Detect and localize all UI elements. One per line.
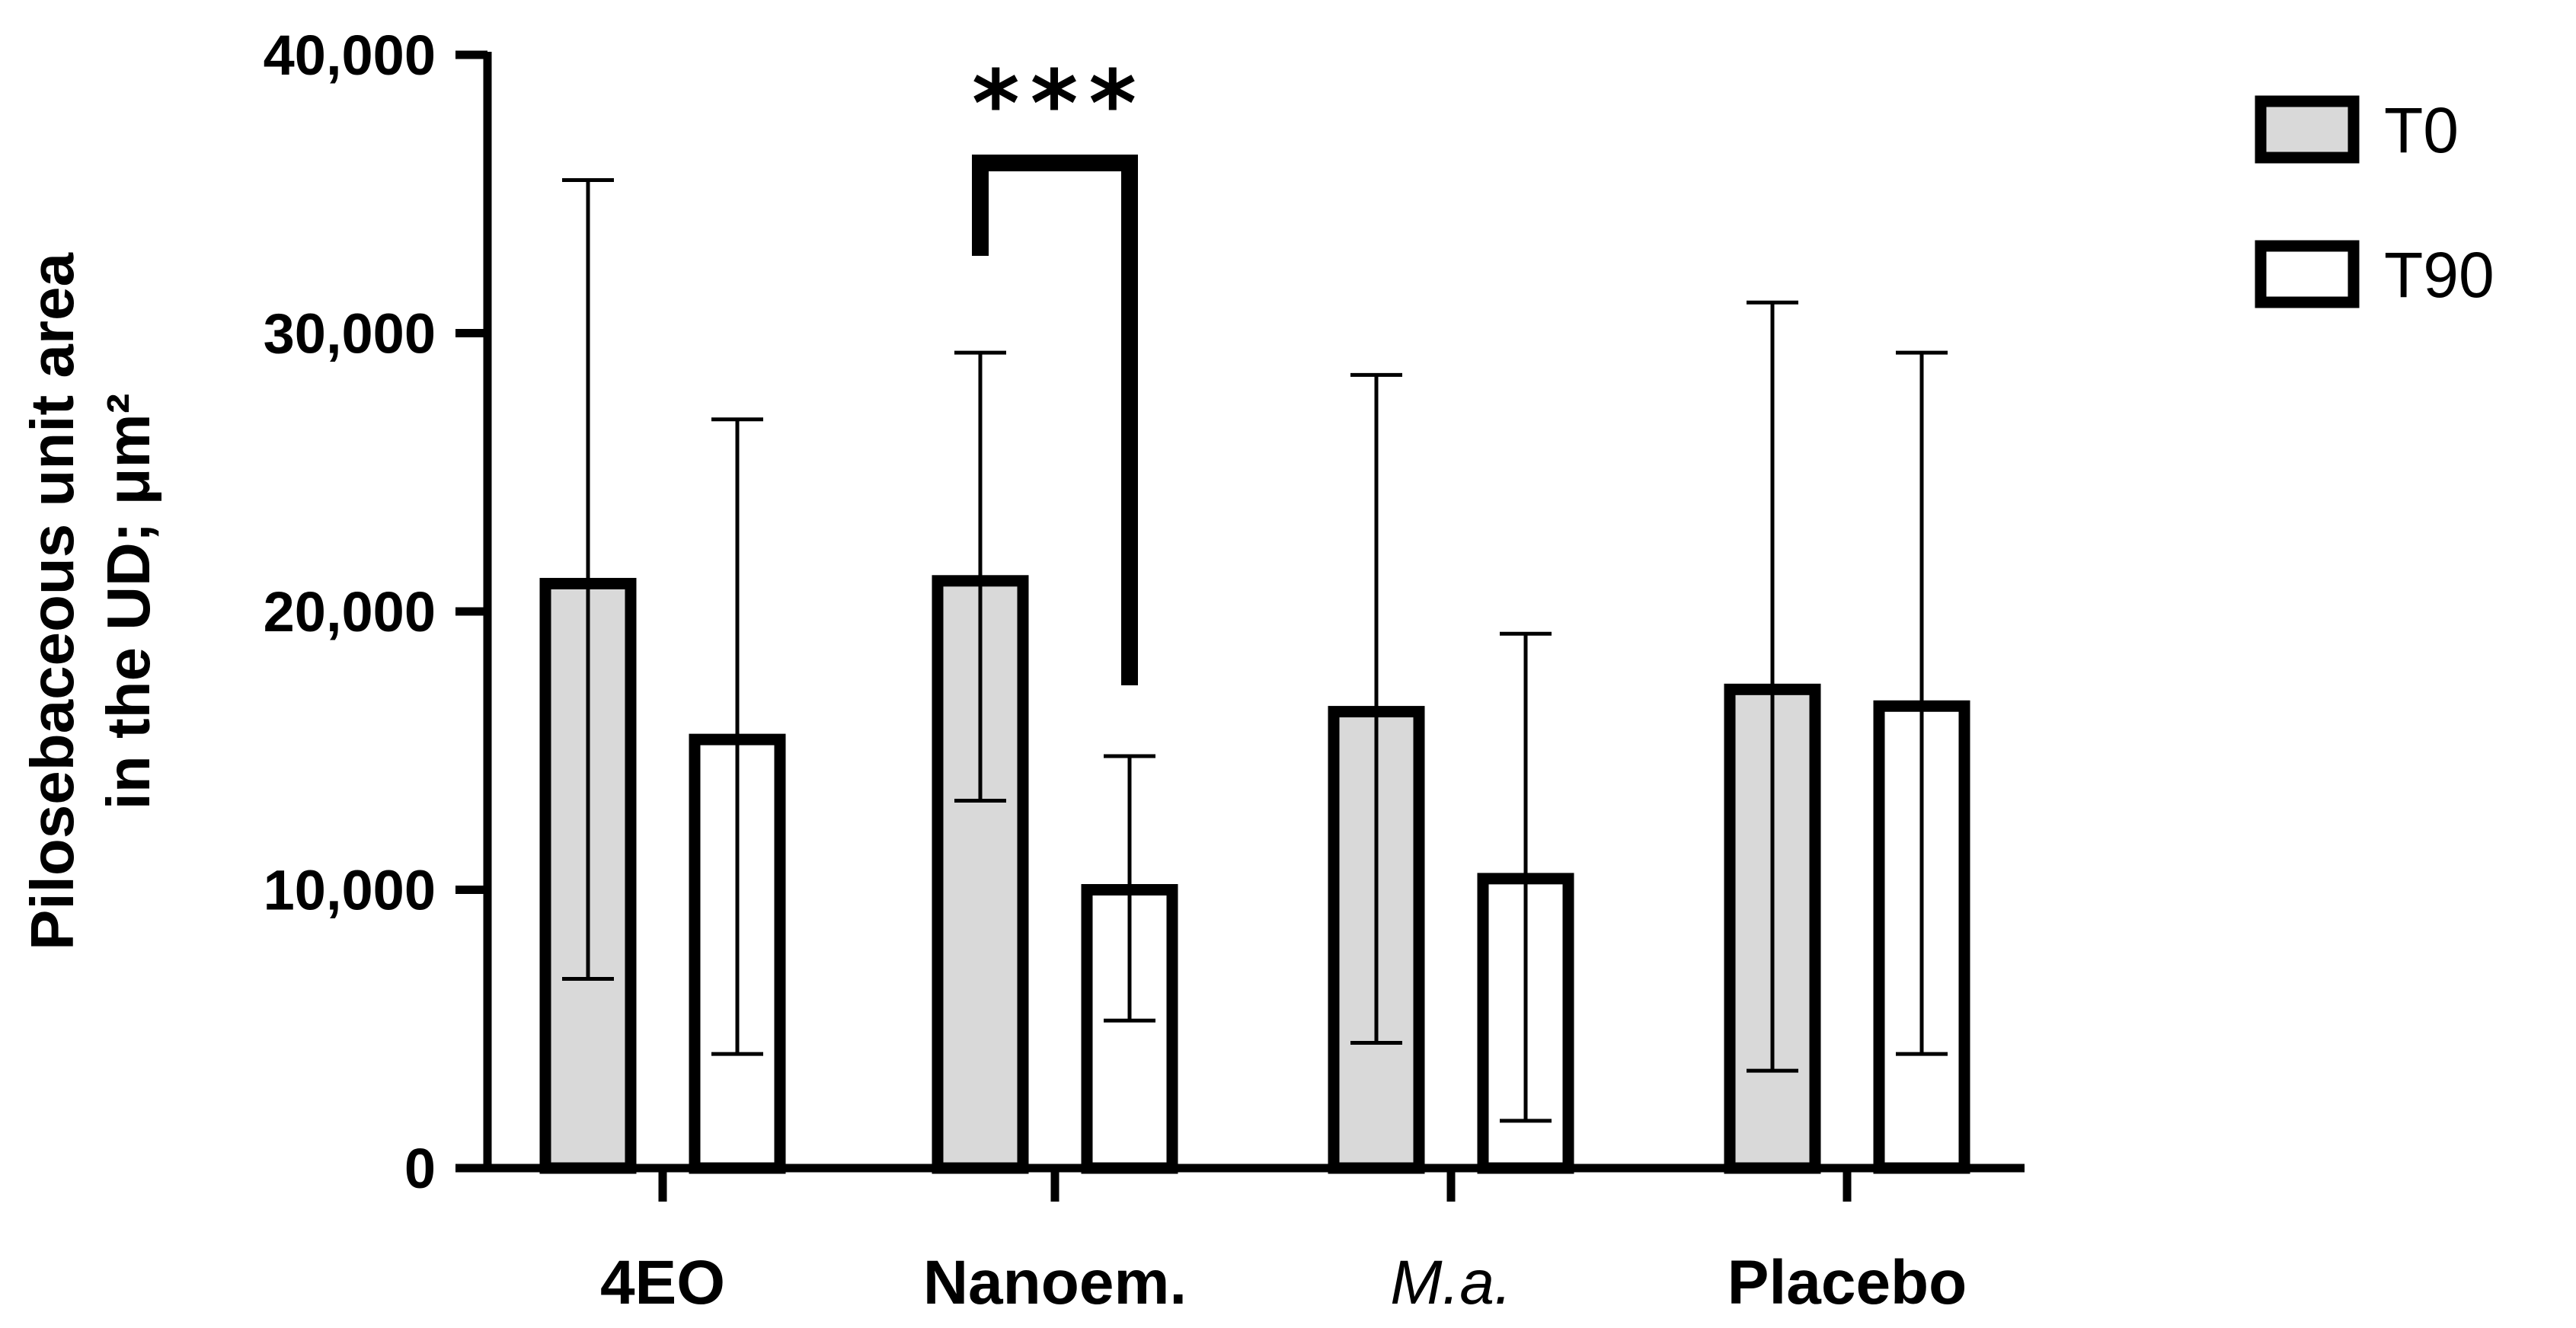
x-category-label: M.a. xyxy=(1390,1248,1511,1317)
y-tick-label: 20,000 xyxy=(264,580,436,643)
bars xyxy=(539,575,1970,1174)
y-axis: 0 10,000 20,000 30,000 40,000 xyxy=(264,24,492,1200)
y-axis-label: Pilosebaceous unit area in the UD; μm² xyxy=(18,253,162,950)
x-axis: 4EO Nanoem. M.a. Placebo xyxy=(484,1164,2025,1317)
legend-label: T90 xyxy=(2384,239,2495,311)
significance-bracket xyxy=(972,155,1138,685)
x-category-label: Nanoem. xyxy=(923,1248,1187,1317)
x-category-label: 4EO xyxy=(600,1248,725,1317)
y-axis-label-line: Pilosebaceous unit area xyxy=(18,253,86,950)
error-bars xyxy=(562,177,1948,1123)
significance-label: *** xyxy=(972,52,1147,158)
legend-swatch-t90 xyxy=(2255,240,2360,308)
y-tick-label: 30,000 xyxy=(264,302,436,366)
y-tick-label: 0 xyxy=(404,1137,436,1200)
y-axis-label-line: in the UD; μm² xyxy=(94,394,162,810)
annotations: *** xyxy=(972,52,1147,685)
y-tick-label: 40,000 xyxy=(264,24,436,87)
x-category-label: Placebo xyxy=(1727,1248,1967,1317)
legend: T0 T90 xyxy=(2255,94,2495,311)
legend-swatch-t0 xyxy=(2255,95,2360,164)
legend-label: T0 xyxy=(2384,94,2459,166)
y-tick-label: 10,000 xyxy=(264,859,436,922)
